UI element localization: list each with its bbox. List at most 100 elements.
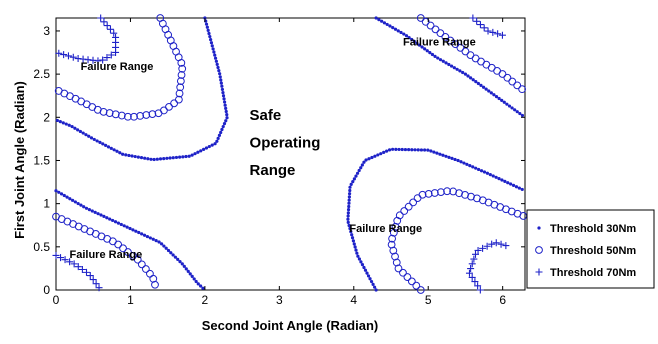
data-point — [128, 226, 132, 231]
data-point — [142, 111, 151, 119]
data-point — [484, 87, 488, 91]
data-point — [219, 130, 223, 135]
data-point — [66, 258, 74, 266]
y-ticks: 0 0.5 1 1.5 2 2.5 3 — [33, 24, 525, 297]
data-point — [121, 152, 125, 156]
data-point — [500, 178, 504, 182]
data-point — [89, 56, 97, 64]
data-point — [177, 58, 186, 67]
data-point — [64, 52, 72, 60]
data-point — [510, 106, 514, 110]
data-point — [59, 192, 64, 196]
data-point — [382, 150, 386, 155]
data-point — [418, 190, 427, 199]
data-point — [362, 265, 366, 270]
data-point — [154, 109, 163, 118]
data-point — [100, 18, 108, 26]
data-point — [372, 285, 377, 289]
data-point — [95, 139, 99, 143]
data-point — [437, 188, 445, 196]
data-point — [143, 156, 147, 160]
data-point — [82, 205, 86, 209]
data-point — [438, 152, 442, 156]
data-point — [119, 244, 127, 253]
data-point — [426, 21, 435, 30]
data-point — [413, 148, 417, 152]
data-point — [429, 149, 433, 153]
data-point — [380, 19, 384, 23]
data-point — [428, 51, 432, 55]
data-point — [369, 279, 374, 284]
data-point — [399, 30, 403, 35]
x-ticks: 0 1 2 3 4 5 6 — [53, 18, 506, 307]
data-point — [106, 145, 111, 149]
data-point — [487, 89, 491, 93]
data-point — [148, 110, 157, 119]
annotation-text: Failure Range — [81, 61, 154, 73]
data-point — [178, 64, 187, 73]
data-point — [154, 239, 158, 243]
data-point — [220, 127, 224, 132]
data-point — [177, 71, 186, 79]
data-point — [520, 113, 525, 118]
data-point — [221, 90, 225, 95]
legend-items: Threshold 30Nm Threshold 50Nm Threshold 70… — [535, 223, 636, 279]
data-point — [213, 142, 217, 146]
data-point — [436, 29, 445, 38]
data-point — [374, 288, 378, 292]
data-point — [364, 158, 368, 162]
data-point — [207, 31, 211, 36]
data-point — [119, 222, 123, 227]
data-point — [435, 151, 439, 155]
data-point — [430, 52, 435, 57]
data-point — [105, 216, 109, 220]
data-point — [423, 148, 427, 152]
series-circle-markers — [52, 14, 528, 294]
data-point — [70, 260, 78, 268]
data-point — [354, 174, 358, 178]
data-point — [102, 214, 106, 218]
data-point — [417, 43, 422, 47]
data-point — [114, 240, 123, 249]
data-point — [165, 102, 173, 111]
data-point — [68, 197, 72, 201]
data-point — [385, 149, 389, 153]
data-point — [513, 81, 522, 90]
data-point — [370, 155, 374, 160]
annotations: Failure Range Failure Range Failure Range F… — [70, 37, 476, 261]
data-point — [210, 143, 214, 147]
data-point — [162, 156, 166, 161]
data-point — [461, 47, 470, 56]
data-point — [355, 251, 359, 255]
data-point — [81, 131, 85, 135]
data-point — [65, 195, 69, 199]
y-tick-label: 1 — [43, 197, 50, 211]
data-point — [103, 54, 111, 62]
data-point — [131, 228, 135, 232]
data-point — [225, 116, 229, 120]
data-point — [446, 36, 455, 45]
data-point — [407, 36, 411, 40]
data-point — [497, 240, 505, 248]
data-point — [494, 30, 502, 38]
data-point — [357, 168, 361, 173]
data-point — [412, 281, 421, 290]
data-point — [133, 255, 142, 264]
y-tick-label: 0.5 — [33, 240, 50, 254]
annotation-text: Failure Range — [403, 37, 476, 49]
data-point — [182, 264, 186, 268]
data-point — [223, 103, 227, 107]
data-point — [513, 108, 517, 112]
data-point — [502, 242, 510, 250]
data-point — [502, 100, 506, 104]
data-point — [471, 165, 475, 169]
data-point — [415, 41, 419, 45]
data-point — [220, 87, 225, 92]
data-point — [219, 78, 223, 82]
data-point — [498, 70, 507, 78]
data-point — [420, 45, 424, 49]
data-point — [488, 240, 496, 248]
data-point — [451, 40, 460, 49]
data-point — [391, 26, 395, 30]
